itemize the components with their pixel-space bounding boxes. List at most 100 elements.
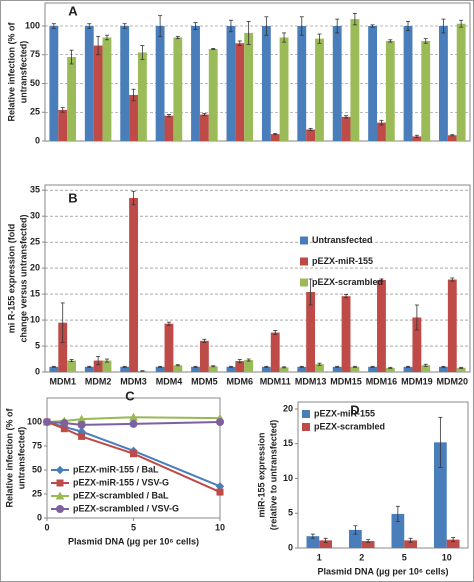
bar: [244, 32, 254, 141]
bar: [67, 360, 76, 372]
error-bar: [335, 18, 340, 34]
y-axis-label: (relative to untransfected): [268, 420, 278, 531]
error-bar: [379, 278, 384, 282]
bar: [244, 360, 254, 372]
error-bar: [335, 365, 340, 368]
bar: [377, 122, 386, 141]
error-bar: [344, 294, 349, 299]
bar: [279, 367, 289, 372]
bar: [102, 37, 112, 141]
legend-label: pEZX-miR-155 / BaL: [73, 464, 159, 474]
bar: [349, 529, 362, 548]
legend-swatch: [302, 410, 310, 418]
y-tick-label: 15: [283, 438, 293, 448]
bar: [84, 26, 94, 141]
y-tick-label: 5: [35, 340, 40, 350]
bar: [306, 536, 320, 548]
bar: [191, 366, 200, 372]
x-tick-label: 10: [215, 522, 225, 532]
error-bar: [441, 18, 446, 34]
error-bar: [158, 15, 163, 37]
error-bar: [317, 362, 322, 366]
y-axis-label: Relative infection (% of: [6, 21, 16, 121]
bar: [226, 366, 236, 372]
bar: [434, 442, 447, 548]
y-tick-label: 50: [30, 78, 40, 88]
error-bar: [228, 19, 233, 33]
bar: [377, 280, 386, 372]
error-bar: [388, 366, 393, 369]
bar: [315, 38, 324, 141]
bar: [120, 26, 130, 141]
bar: [261, 26, 271, 141]
x-tick-label: MDM16: [366, 376, 398, 386]
bar: [403, 26, 413, 141]
error-bar: [273, 330, 278, 336]
error-bar: [104, 358, 109, 363]
error-bar: [228, 365, 233, 368]
legend-label: pEZX-scrambled / VSV-G: [73, 503, 179, 513]
y-tick-label: 0: [35, 366, 40, 376]
error-bar: [299, 16, 304, 36]
error-bar: [388, 39, 393, 43]
error-bar: [122, 23, 127, 29]
bar: [297, 26, 307, 141]
error-bar: [122, 365, 127, 368]
bar: [102, 360, 112, 372]
bar: [173, 365, 183, 372]
marker: [216, 418, 224, 426]
y-tick-label: 30: [30, 211, 40, 221]
bar: [137, 52, 147, 142]
error-bar: [450, 134, 455, 137]
error-bar: [370, 24, 375, 28]
marker: [55, 465, 65, 475]
bar: [421, 40, 431, 142]
bar: [403, 366, 413, 372]
error-bar: [166, 114, 171, 118]
y-axis-label: mi R-155 expression (fold: [6, 224, 16, 334]
error-bar: [140, 45, 145, 60]
error-bar: [370, 365, 375, 368]
bar: [306, 292, 316, 372]
bar: [279, 37, 289, 141]
y-tick-label: 20: [30, 262, 40, 272]
y-tick-label: 25: [30, 107, 40, 117]
error-bar: [438, 416, 443, 468]
bar: [447, 135, 457, 141]
legend-label: pEZX-scrambled: [312, 277, 383, 287]
error-bar: [96, 356, 101, 366]
bar: [341, 116, 351, 141]
error-bar: [202, 113, 207, 117]
bar: [208, 366, 218, 372]
error-bar: [264, 365, 269, 368]
panel-label: A: [68, 3, 78, 18]
error-bar: [414, 304, 419, 331]
error-bar: [459, 19, 464, 28]
error-bar: [408, 537, 413, 543]
error-bar: [87, 365, 92, 368]
marker: [60, 418, 69, 427]
error-bar: [379, 119, 384, 126]
bar: [456, 23, 466, 142]
error-bar: [353, 525, 358, 535]
bar: [235, 43, 245, 141]
bar: [199, 114, 209, 141]
x-tick-label: 0: [44, 522, 49, 532]
y-tick-label: 5: [288, 508, 293, 518]
x-tick-label: 5: [402, 552, 407, 562]
bar: [164, 323, 174, 372]
bar: [361, 541, 375, 548]
bar: [199, 340, 209, 372]
marker: [55, 491, 65, 500]
bar: [67, 57, 76, 141]
error-bar: [352, 12, 357, 26]
error-bar: [323, 537, 328, 543]
error-bar: [51, 365, 56, 368]
y-tick-label: 75: [30, 49, 40, 59]
error-bar: [69, 359, 74, 363]
error-bar: [459, 366, 464, 369]
error-bar: [96, 35, 101, 56]
bar: [84, 366, 94, 372]
x-tick-label: MDM1: [49, 376, 76, 386]
bar: [155, 366, 165, 372]
